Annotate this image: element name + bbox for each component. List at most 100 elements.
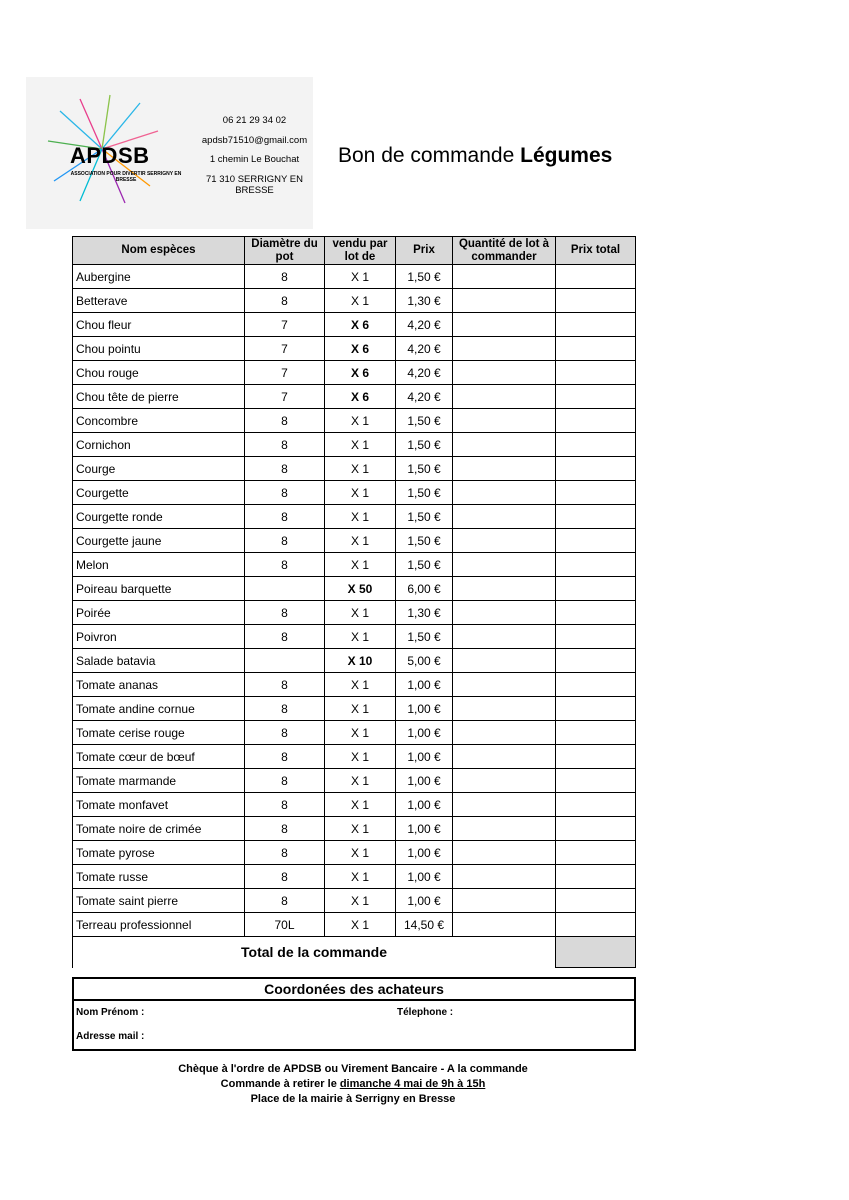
table-row: Tomate cœur de bœuf 8 X 1 1,00 € [72,744,636,769]
lot: X 1 [324,912,396,937]
diameter: 8 [244,504,325,529]
table-row: Tomate andine cornue 8 X 1 1,00 € [72,696,636,721]
table-row: Courgette jaune 8 X 1 1,50 € [72,528,636,553]
lot: X 6 [324,336,396,361]
lot: X 1 [324,624,396,649]
diameter: 8 [244,480,325,505]
diameter: 8 [244,456,325,481]
price: 1,00 € [395,792,453,817]
quantity-cell [452,792,556,817]
species: Tomate noire de crimée [72,816,245,841]
total-cell [555,696,636,721]
quantity-cell [452,336,556,361]
price: 4,20 € [395,336,453,361]
lot: X 1 [324,768,396,793]
header-row: Nom espèces Diamètre du pot vendu par lot … [72,236,636,265]
diameter: 8 [244,624,325,649]
price: 1,00 € [395,888,453,913]
quantity-cell [452,504,556,529]
diameter: 8 [244,864,325,889]
price: 1,00 € [395,864,453,889]
quantity-cell [452,456,556,481]
diameter: 7 [244,384,325,409]
species: Terreau professionnel [72,912,245,937]
species: Tomate marmande [72,768,245,793]
quantity-cell [452,408,556,433]
total-row: Total de la commande [72,936,636,968]
diameter: 7 [244,360,325,385]
table-row: Courgette 8 X 1 1,50 € [72,480,636,505]
species: Tomate cerise rouge [72,720,245,745]
species: Poireau barquette [72,576,245,601]
lot: X 1 [324,408,396,433]
price: 1,50 € [395,552,453,577]
diameter [244,576,325,601]
diameter: 8 [244,744,325,769]
price: 1,30 € [395,288,453,313]
lot: X 1 [324,744,396,769]
lot: X 1 [324,696,396,721]
table-row: Tomate monfavet 8 X 1 1,00 € [72,792,636,817]
price: 1,50 € [395,504,453,529]
quantity-cell [452,768,556,793]
total-cell [555,504,636,529]
species: Concombre [72,408,245,433]
diameter: 7 [244,336,325,361]
diameter [244,648,325,673]
footer-date: dimanche 4 mai de 9h à 15h [339,1078,486,1090]
table-row: Tomate russe 8 X 1 1,00 € [72,864,636,889]
species: Courgette [72,480,245,505]
lot: X 1 [324,480,396,505]
price: 1,00 € [395,696,453,721]
species: Chou rouge [72,360,245,385]
title-emphasis: Légumes [520,144,613,167]
quantity-cell [452,288,556,313]
contact-line: 71 310 SERRIGNY EN BRESSE [206,173,303,196]
quantity-cell [452,576,556,601]
quantity-cell [452,696,556,721]
lot: X 1 [324,840,396,865]
species: Cornichon [72,432,245,457]
quantity-cell [452,864,556,889]
total-cell [555,792,636,817]
price: 1,50 € [395,480,453,505]
table-row: Chou rouge 7 X 6 4,20 € [72,360,636,385]
price: 5,00 € [395,648,453,673]
total-cell [555,528,636,553]
footer-line: Commande à retirer le dimanche 4 mai de 9… [0,1077,706,1092]
lot: X 1 [324,456,396,481]
diameter: 7 [244,312,325,337]
quantity-cell [452,720,556,745]
lot: X 6 [324,312,396,337]
diameter: 8 [244,672,325,697]
diameter: 8 [244,528,325,553]
total-cell [555,408,636,433]
quantity-cell [452,528,556,553]
table-row: Salade batavia X 10 5,00 € [72,648,636,673]
total-cell [555,624,636,649]
species: Aubergine [72,264,245,289]
species: Tomate monfavet [72,792,245,817]
total-cell [555,480,636,505]
diameter: 8 [244,432,325,457]
species: Poivron [72,624,245,649]
price: 1,50 € [395,432,453,457]
lot: X 1 [324,264,396,289]
species: Chou tête de pierre [72,384,245,409]
total-cell [555,912,636,937]
species: Courgette ronde [72,504,245,529]
table-row: Aubergine 8 X 1 1,50 € [72,264,636,289]
quantity-cell [452,816,556,841]
total-cell [555,600,636,625]
lot: X 6 [324,384,396,409]
table-row: Tomate pyrose 8 X 1 1,00 € [72,840,636,865]
total-cell [555,264,636,289]
quantity-cell [452,312,556,337]
diameter: 8 [244,552,325,577]
species: Melon [72,552,245,577]
footer-text: Commande à retirer le [220,1078,337,1090]
quantity-cell [452,648,556,673]
total-cell [555,384,636,409]
total-label: Total de la commande [72,936,556,968]
